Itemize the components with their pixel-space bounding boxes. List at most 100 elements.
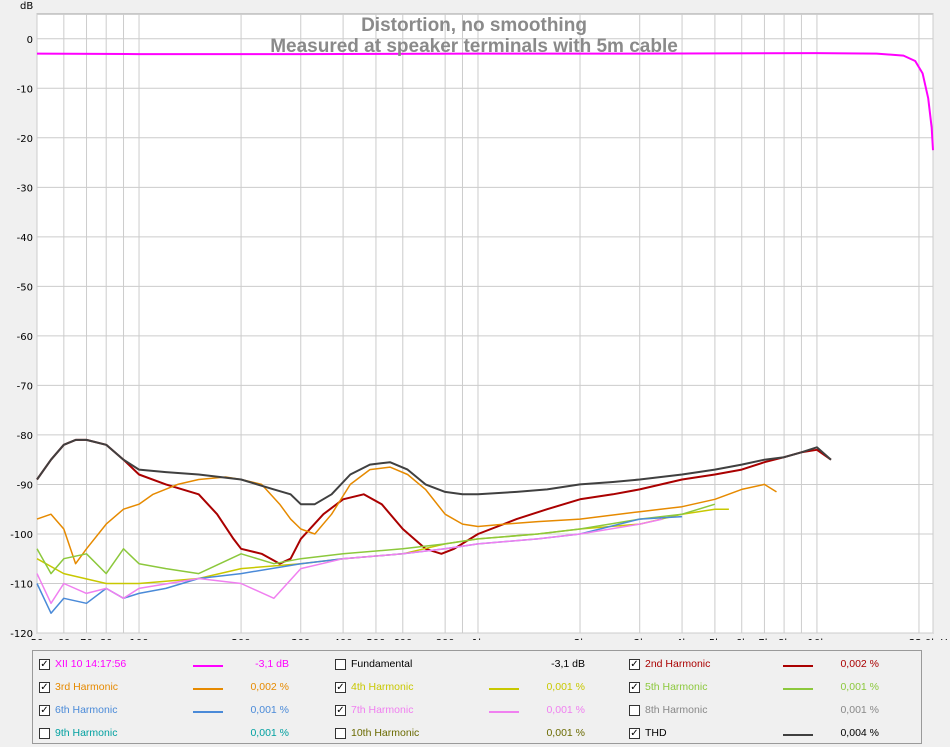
legend-swatch [783,688,813,690]
checkbox-checked-icon[interactable]: ✓ [335,682,346,693]
y-tick-label: -90 [17,480,33,491]
legend-item: Fundamental -3,1 dB [329,655,621,677]
legend-value: 0,001 % [840,704,879,716]
legend-item: ✓ 7th Harmonic 0,001 % [329,701,621,723]
x-tick-label: 2k [574,638,586,640]
legend-swatch [783,665,813,667]
x-tick-label: 10k [808,638,827,640]
y-tick-label: -20 [17,134,33,145]
y-tick-label: -80 [17,431,33,442]
x-tick-label: 7k [758,638,770,640]
legend-row: 9th Harmonic 0,001 % 10th Harmonic 0,001 % ✓… [33,724,921,746]
legend-item: ✓ XII 10 14:17:56 -3,1 dB [33,655,325,677]
legend-item: ✓ 2nd Harmonic 0,002 % [623,655,915,677]
legend-item: 9th Harmonic 0,001 % [33,724,325,746]
checkbox-unchecked-icon[interactable] [335,728,346,739]
legend-value: 0,001 % [250,704,289,716]
legend-value: 0,002 % [250,681,289,693]
series-line-3rd-harmonic [36,466,777,565]
x-tick-label: 800 [436,638,455,640]
legend-swatch [489,688,519,690]
y-tick-label: -110 [10,579,33,590]
x-tick-label: 3k [634,638,646,640]
x-tick-label: 300 [291,638,310,640]
series-line-2nd-harmonic [36,438,832,565]
x-tick-label: 70 [80,638,93,640]
series-line-thd [36,438,832,506]
y-tick-label: -60 [17,332,33,343]
distortion-chart: 0 -10 -20 -30 -40 -50 -60 -70 -80 -90 -100 -110 -120… [10,1,950,640]
x-tick-label: 6k [736,638,748,640]
legend-label: 8th Harmonic [645,704,708,716]
legend-value: 0,001 % [546,727,585,739]
legend-row: ✓ XII 10 14:17:56 -3,1 dB Fundamental -3,1 d… [33,655,921,677]
legend-value: 0,001 % [546,681,585,693]
legend-label: 10th Harmonic [351,727,420,739]
chart-ticks: 0 -10 -20 -30 -40 -50 -60 -70 -80 -90 -100 -110 -120… [10,35,950,640]
legend-swatch [783,734,813,736]
checkbox-checked-icon[interactable]: ✓ [39,705,50,716]
y-axis-label: dB [20,1,33,12]
checkbox-checked-icon[interactable]: ✓ [39,659,50,670]
y-tick-label: 0 [27,35,33,46]
checkbox-unchecked-icon[interactable] [39,728,50,739]
checkbox-checked-icon[interactable]: ✓ [629,682,640,693]
legend-label: 5th Harmonic [645,681,708,693]
y-tick-label: -30 [17,183,33,194]
legend-label: 3rd Harmonic [55,681,119,693]
legend-value: -3,1 dB [255,658,289,670]
y-tick-label: -10 [17,84,33,95]
legend-panel: ✓ XII 10 14:17:56 -3,1 dB Fundamental -3,1 d… [32,650,922,744]
x-tick-label: 22,0k Hz [909,638,950,640]
legend-item: ✓ 6th Harmonic 0,001 % [33,701,325,723]
legend-swatch [489,711,519,713]
chart-title: Distortion, no smoothing [361,15,587,36]
legend-item: ✓ 5th Harmonic 0,001 % [623,678,915,700]
checkbox-checked-icon[interactable]: ✓ [629,659,640,670]
x-tick-label: 80 [100,638,113,640]
legend-item: ✓ 4th Harmonic 0,001 % [329,678,621,700]
legend-item: 10th Harmonic 0,001 % [329,724,621,746]
legend-label: 2nd Harmonic [645,658,711,670]
checkbox-unchecked-icon[interactable] [629,705,640,716]
y-tick-label: -100 [10,530,33,541]
x-tick-label: 400 [334,638,353,640]
legend-label: THD [645,727,667,739]
legend-swatch [193,688,223,690]
legend-value: -3,1 dB [551,658,585,670]
x-tick-label: 8k [778,638,790,640]
checkbox-unchecked-icon[interactable] [335,659,346,670]
chart-subtitle: Measured at speaker terminals with 5m ca… [270,36,678,57]
legend-label: 4th Harmonic [351,681,414,693]
legend-label: 7th Harmonic [351,704,414,716]
legend-value: 0,004 % [840,727,879,739]
legend-label: XII 10 14:17:56 [55,658,127,670]
legend-label: Fundamental [351,658,413,670]
series-line-7th-harmonic [36,518,663,605]
legend-row: ✓ 3rd Harmonic 0,002 % ✓ 4th Harmonic 0,001 %… [33,678,921,700]
legend-value: 0,002 % [840,658,879,670]
x-tick-label: 200 [232,638,251,640]
series-line-xii-10-14-17-56 [36,52,934,151]
y-tick-label: -40 [17,233,33,244]
checkbox-checked-icon[interactable]: ✓ [335,705,346,716]
x-tick-label: 5k [709,638,721,640]
x-tick-label: 50 [31,638,44,640]
x-tick-label: 500 [366,638,385,640]
x-tick-label: 4k [676,638,688,640]
legend-label: 6th Harmonic [55,704,118,716]
legend-value: 0,001 % [546,704,585,716]
x-tick-label: 600 [393,638,412,640]
legend-value: 0,001 % [840,681,879,693]
chart-series [36,52,934,614]
legend-item: 8th Harmonic 0,001 % [623,701,915,723]
checkbox-checked-icon[interactable]: ✓ [39,682,50,693]
legend-swatch [193,665,223,667]
legend-label: 9th Harmonic [55,727,118,739]
x-tick-label: 100 [129,638,148,640]
checkbox-checked-icon[interactable]: ✓ [629,728,640,739]
x-tick-label: 60 [57,638,70,640]
legend-value: 0,001 % [250,727,289,739]
plot-area [36,13,934,634]
legend-item: ✓ THD 0,004 % [623,724,915,746]
